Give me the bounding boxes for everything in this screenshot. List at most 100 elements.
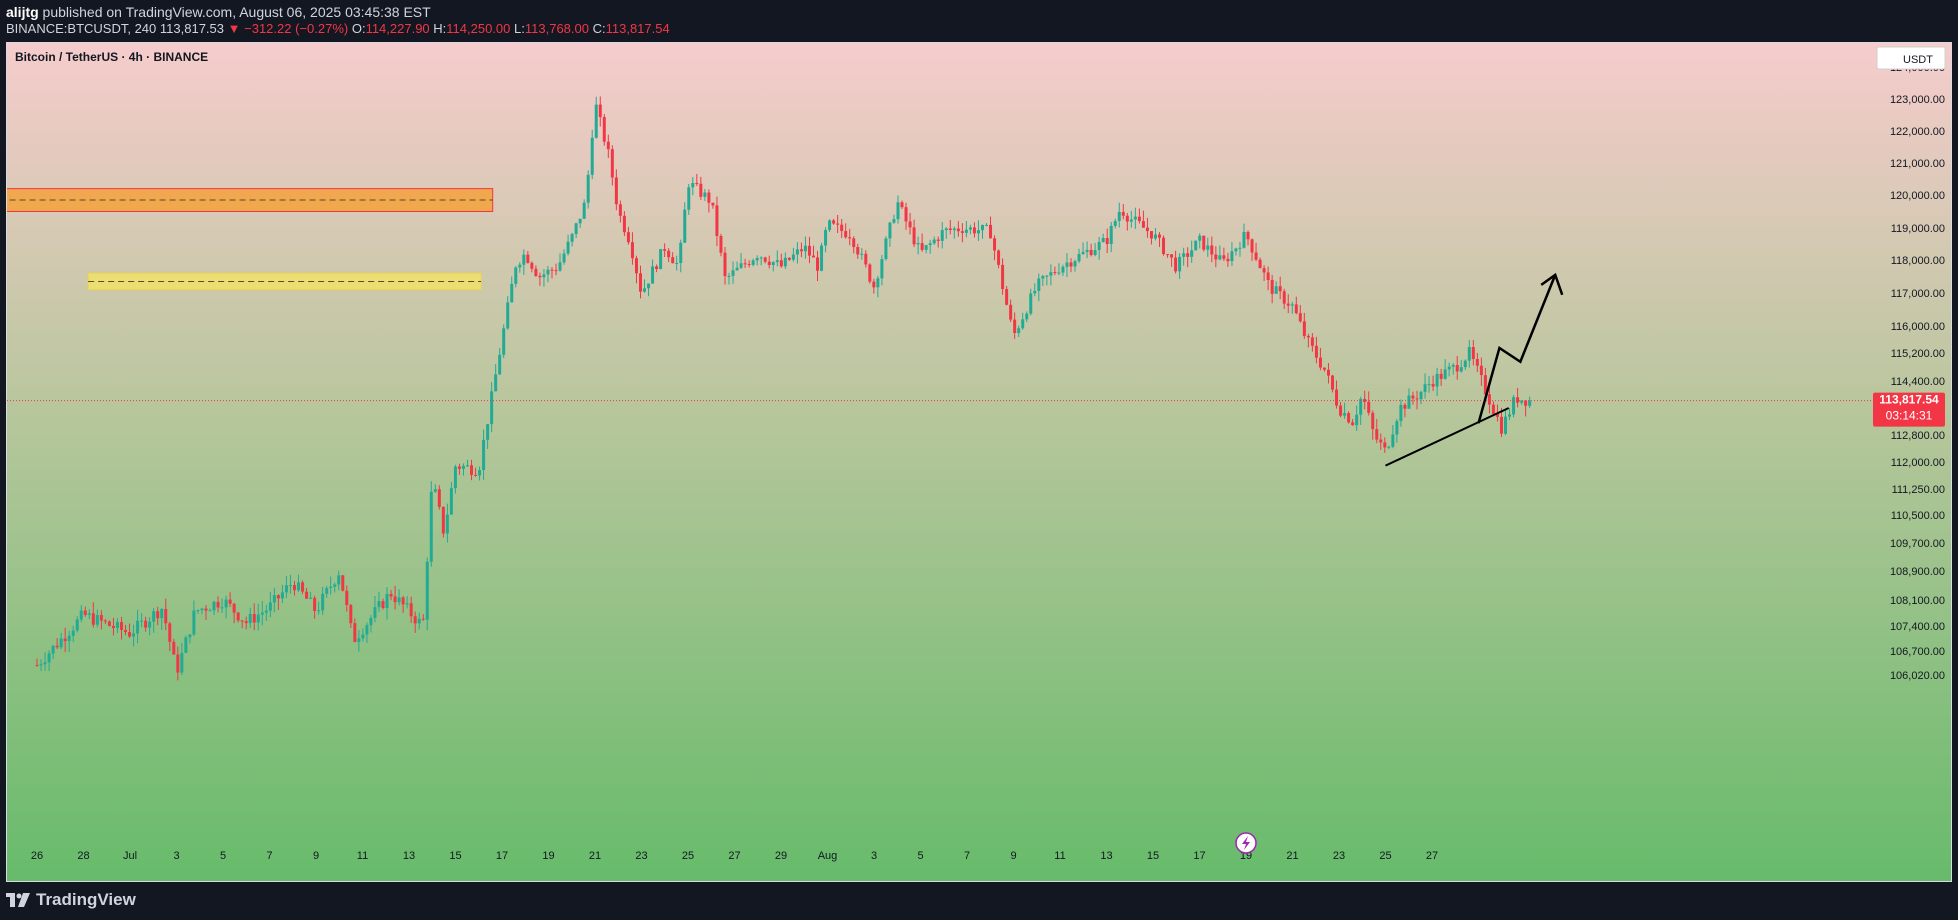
candle-body: [1274, 286, 1278, 294]
candle-body: [1419, 391, 1423, 400]
candle-body: [614, 177, 618, 205]
candle-body: [365, 625, 369, 635]
x-tick-label: 27: [1426, 850, 1438, 862]
candle-body: [824, 229, 828, 246]
candle-body: [1190, 250, 1194, 257]
candle-body: [1310, 337, 1314, 346]
candle-body: [908, 221, 912, 228]
candle-body: [385, 593, 389, 609]
candle-body: [280, 592, 284, 599]
y-tick-label: 108,900.00: [1890, 566, 1945, 578]
candle-body: [1125, 215, 1129, 222]
candle-body: [35, 665, 39, 667]
x-tick-label: 3: [173, 850, 179, 862]
candle-body: [232, 603, 236, 613]
y-tick-label: 112,000.00: [1891, 457, 1945, 469]
open-value: 114,227.90: [365, 21, 430, 36]
candle-body: [671, 257, 675, 264]
candle-body: [1206, 245, 1210, 250]
y-tick-label: 106,700.00: [1890, 646, 1945, 658]
candle-body: [220, 607, 224, 609]
candle-body: [1463, 360, 1467, 368]
candle-body: [1286, 303, 1290, 306]
x-tick-label: 21: [1286, 850, 1298, 862]
candle-body: [1407, 395, 1411, 409]
candle-body: [228, 599, 232, 604]
candle-body: [1198, 235, 1202, 241]
candle-body: [578, 218, 582, 224]
candle-body: [989, 224, 993, 239]
candle-body: [1009, 304, 1013, 320]
candle-body: [1238, 247, 1242, 249]
candle-body: [1105, 238, 1109, 245]
candle-body: [542, 274, 546, 278]
candle-body: [1202, 235, 1206, 250]
candle-body: [1218, 255, 1222, 260]
y-tick-label: 116,000.00: [1891, 321, 1945, 333]
candle-body: [924, 245, 928, 250]
current-price-label: 113,817.54: [1879, 393, 1939, 407]
candle-body: [433, 489, 437, 492]
lightning-icon[interactable]: [1235, 832, 1257, 854]
candle-body: [739, 263, 743, 268]
candle-body: [964, 229, 968, 233]
currency-button[interactable]: [1876, 46, 1946, 70]
y-tick-label: 115,200.00: [1891, 348, 1945, 360]
x-tick-label: 9: [1010, 850, 1016, 862]
candle-body: [1270, 279, 1274, 294]
author-name[interactable]: alijtg: [6, 4, 39, 20]
candle-body: [852, 238, 856, 248]
candle-body: [940, 230, 944, 241]
candle-body: [474, 474, 478, 476]
candle-body: [1053, 272, 1057, 274]
candle-body: [168, 623, 172, 642]
candle-body: [196, 610, 200, 612]
candle-body: [1041, 276, 1045, 279]
x-tick-label: 3: [871, 850, 877, 862]
candle-body: [345, 590, 349, 606]
candle-body: [337, 575, 341, 585]
candle-body: [759, 257, 763, 259]
x-tick-label: 5: [917, 850, 923, 862]
x-tick-label: 17: [1193, 850, 1205, 862]
candle-body: [103, 620, 107, 622]
candle-body: [1021, 319, 1025, 329]
down-arrow-icon: ▼: [227, 21, 241, 36]
candle-body: [148, 621, 152, 628]
candle-body: [679, 242, 683, 263]
candle-body: [1033, 290, 1037, 294]
candle-body: [256, 614, 260, 623]
y-tick-label: 119,000.00: [1891, 223, 1945, 235]
candle-body: [1013, 319, 1017, 334]
candle-body: [1524, 400, 1528, 406]
candle-body: [51, 645, 55, 654]
candlestick-chart[interactable]: 124,000.00123,000.00122,000.00121,000.00…: [7, 43, 1951, 881]
tradingview-logo[interactable]: TradingView: [6, 890, 136, 910]
projection-path[interactable]: [1477, 274, 1557, 424]
trendline[interactable]: [1385, 407, 1510, 467]
high-label: H:: [433, 21, 447, 36]
candle-body: [1262, 268, 1266, 273]
low-label: L:: [514, 21, 525, 36]
candle-body: [928, 243, 932, 246]
currency-label[interactable]: USDT: [1903, 54, 1933, 66]
candle-body: [932, 239, 936, 244]
tradingview-logo-icon: [6, 893, 30, 907]
candle-body: [441, 506, 445, 534]
candle-body: [1512, 397, 1516, 415]
candle-body: [763, 257, 767, 262]
chart-title: Bitcoin / TetherUS · 4h · BINANCE: [15, 50, 208, 64]
y-tick-label: 123,000.00: [1890, 94, 1945, 106]
candle-body: [1447, 366, 1451, 370]
chart-area[interactable]: 124,000.00123,000.00122,000.00121,000.00…: [6, 42, 1952, 882]
candle-body: [956, 228, 960, 232]
candle-body: [1403, 404, 1407, 409]
candle-body: [288, 585, 292, 587]
candle-body: [948, 228, 952, 231]
candle-body: [506, 302, 510, 329]
candle-body: [1314, 345, 1318, 358]
candle-body: [156, 611, 160, 619]
candle-body: [997, 250, 1001, 265]
candle-body: [534, 268, 538, 276]
candle-body: [152, 611, 156, 622]
